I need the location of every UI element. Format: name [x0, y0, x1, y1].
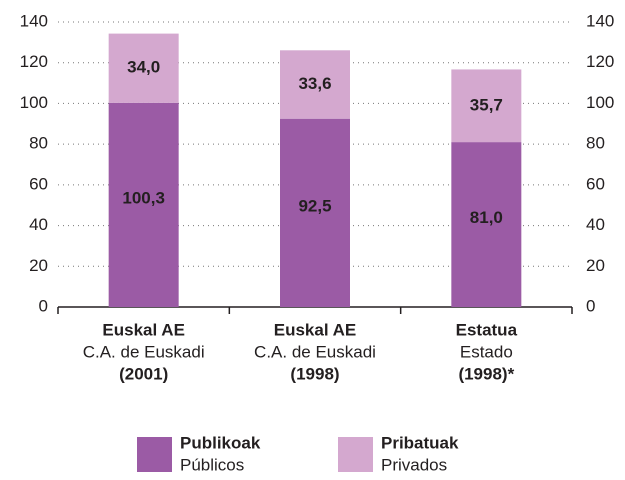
x-tick-label: Euskal AE — [102, 320, 185, 339]
legend-label: Pribatuak — [381, 433, 459, 452]
y-tick-label: 40 — [29, 215, 48, 234]
y-tick-label: 100 — [20, 93, 48, 112]
y2-tick-label: 100 — [586, 93, 614, 112]
y2-tick-label: 20 — [586, 256, 605, 275]
legend-swatch — [338, 437, 373, 472]
x-tick-label: Euskal AE — [274, 320, 357, 339]
value-label: 33,6 — [298, 74, 331, 93]
x-tick-label: Estado — [460, 342, 513, 361]
legend-label: Públicos — [180, 455, 244, 474]
bar-segment — [280, 50, 350, 119]
legend-label: Publikoak — [180, 433, 261, 452]
y2-tick-label: 80 — [586, 134, 605, 153]
y2-tick-label: 120 — [586, 52, 614, 71]
y-tick-label: 80 — [29, 134, 48, 153]
bar-segment — [280, 118, 350, 307]
x-tick-label: C.A. de Euskadi — [254, 342, 376, 361]
y2-tick-label: 140 — [586, 11, 614, 30]
y-tick-label: 0 — [39, 296, 48, 315]
y-tick-label: 120 — [20, 52, 48, 71]
legend-label: Privados — [381, 455, 447, 474]
bar-segment — [108, 102, 179, 307]
y2-tick-label: 0 — [586, 296, 595, 315]
value-label: 34,0 — [127, 58, 160, 77]
x-tick-label: Estatua — [456, 320, 518, 339]
x-tick-label: (2001) — [119, 364, 168, 383]
bar-segment — [451, 142, 522, 307]
value-label: 81,0 — [470, 208, 503, 227]
x-tick-label: C.A. de Euskadi — [83, 342, 205, 361]
value-label: 92,5 — [298, 196, 331, 215]
y-tick-label: 60 — [29, 174, 48, 193]
y2-tick-label: 60 — [586, 174, 605, 193]
x-tick-label: (1998) — [290, 364, 339, 383]
y-tick-label: 20 — [29, 256, 48, 275]
legend-swatch — [137, 437, 172, 472]
x-tick-label: (1998)* — [458, 364, 514, 383]
value-label: 100,3 — [122, 188, 165, 207]
bar-segment — [451, 69, 522, 143]
bar-segment — [108, 33, 179, 103]
value-label: 35,7 — [470, 95, 503, 114]
y2-tick-label: 40 — [586, 215, 605, 234]
y-tick-label: 140 — [20, 11, 48, 30]
